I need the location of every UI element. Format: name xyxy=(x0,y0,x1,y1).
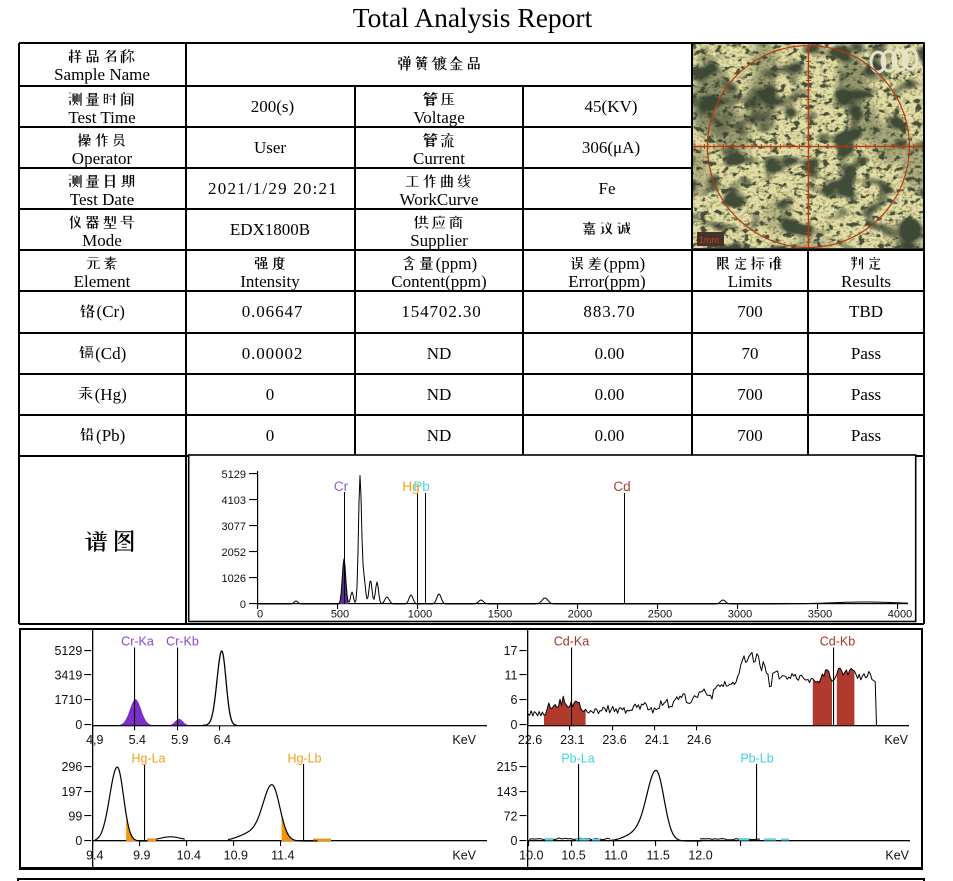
svg-text:0: 0 xyxy=(257,609,263,621)
svg-text:3000: 3000 xyxy=(728,609,752,621)
svg-text:2000: 2000 xyxy=(568,609,592,621)
svg-text:12.0: 12.0 xyxy=(688,849,712,863)
svg-text:23.6: 23.6 xyxy=(602,733,626,747)
svg-text:22.6: 22.6 xyxy=(518,733,542,747)
svg-text:Hg-Lb: Hg-Lb xyxy=(287,752,321,766)
svg-text:17: 17 xyxy=(504,644,518,658)
svg-text:5.4: 5.4 xyxy=(129,733,146,747)
svg-text:3077: 3077 xyxy=(222,521,246,533)
svg-text:6: 6 xyxy=(511,693,518,707)
svg-text:Cd: Cd xyxy=(613,479,630,494)
svg-text:KeV: KeV xyxy=(884,733,908,747)
svg-text:Cr-Kb: Cr-Kb xyxy=(166,635,199,649)
svg-text:10.4: 10.4 xyxy=(177,849,201,863)
svg-text:10.9: 10.9 xyxy=(224,849,248,863)
svg-text:Cd-Ka: Cd-Ka xyxy=(554,635,589,649)
svg-text:Pb: Pb xyxy=(413,479,430,494)
svg-text:296: 296 xyxy=(61,760,82,774)
svg-text:Pb-La: Pb-La xyxy=(561,752,594,766)
svg-text:Cr: Cr xyxy=(334,479,349,494)
svg-text:3500: 3500 xyxy=(808,609,832,621)
svg-text:4103: 4103 xyxy=(222,495,246,507)
svg-text:6.4: 6.4 xyxy=(214,733,231,747)
svg-text:500: 500 xyxy=(331,609,349,621)
svg-text:3419: 3419 xyxy=(54,669,82,683)
svg-text:0: 0 xyxy=(511,718,518,732)
svg-text:11: 11 xyxy=(505,669,518,683)
svg-text:Pb-Lb: Pb-Lb xyxy=(740,752,773,766)
svg-text:11.4: 11.4 xyxy=(271,849,294,863)
svg-text:KeV: KeV xyxy=(452,733,476,747)
svg-text:215: 215 xyxy=(497,760,518,774)
svg-text:5.9: 5.9 xyxy=(171,733,188,747)
svg-text:2500: 2500 xyxy=(648,609,672,621)
svg-text:Cd-Kb: Cd-Kb xyxy=(820,635,855,649)
svg-text:1710: 1710 xyxy=(54,693,82,707)
svg-text:24.1: 24.1 xyxy=(645,733,669,747)
svg-text:23.1: 23.1 xyxy=(560,733,584,747)
svg-text:5129: 5129 xyxy=(222,469,246,481)
svg-text:10.0: 10.0 xyxy=(519,849,543,863)
svg-text:0: 0 xyxy=(75,834,82,848)
svg-text:1000: 1000 xyxy=(408,609,432,621)
svg-text:0: 0 xyxy=(511,834,518,848)
svg-text:1500: 1500 xyxy=(488,609,512,621)
svg-text:4000: 4000 xyxy=(888,609,912,621)
svg-text:143: 143 xyxy=(497,785,518,799)
svg-text:2052: 2052 xyxy=(222,547,246,559)
svg-text:4,9: 4,9 xyxy=(86,733,103,747)
svg-text:1026: 1026 xyxy=(222,573,246,585)
svg-text:5129: 5129 xyxy=(54,644,82,658)
svg-text:KeV: KeV xyxy=(885,849,909,863)
svg-text:99: 99 xyxy=(68,810,82,824)
svg-text:72: 72 xyxy=(504,810,518,824)
svg-text:10.5: 10.5 xyxy=(561,849,585,863)
svg-text:Cr-Ka: Cr-Ka xyxy=(121,635,154,649)
svg-text:9.9: 9.9 xyxy=(133,849,150,863)
svg-text:0: 0 xyxy=(75,718,82,732)
svg-text:0: 0 xyxy=(240,599,246,611)
svg-text:24.6: 24.6 xyxy=(687,733,711,747)
svg-text:9.4: 9.4 xyxy=(86,849,103,863)
svg-text:11.5: 11.5 xyxy=(646,849,669,863)
svg-text:11.0: 11.0 xyxy=(604,849,627,863)
svg-text:197: 197 xyxy=(61,785,82,799)
svg-text:1mm: 1mm xyxy=(699,235,719,245)
svg-text:Hg: Hg xyxy=(402,479,419,494)
svg-text:KeV: KeV xyxy=(452,849,476,863)
svg-text:Hg-La: Hg-La xyxy=(131,752,165,766)
